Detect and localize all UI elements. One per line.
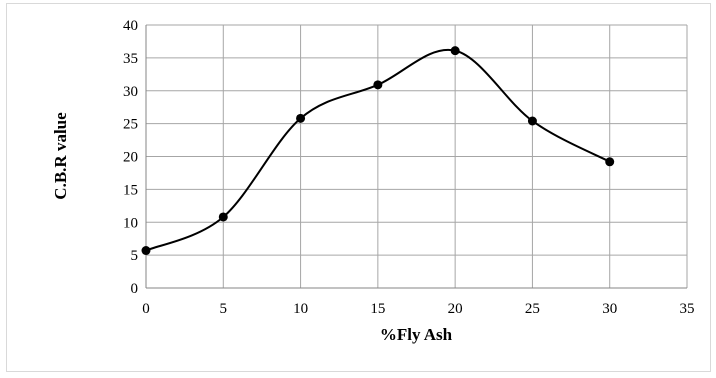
gridlines [145, 24, 688, 289]
y-tick-labels: 0 5 10 15 20 25 30 35 40 [123, 18, 138, 297]
data-point-15 [373, 80, 383, 90]
y-tick-0: 0 [131, 281, 139, 297]
data-point-20 [450, 46, 460, 56]
x-tick-35: 35 [680, 301, 695, 317]
x-tick-20: 20 [448, 301, 463, 317]
axes [145, 25, 687, 289]
data-point-25 [527, 116, 537, 126]
x-tick-25: 25 [525, 301, 540, 317]
y-tick-15: 15 [123, 182, 138, 198]
y-tick-20: 20 [123, 150, 138, 166]
x-axis-title: %Fly Ash [380, 325, 453, 344]
y-axis-title: C.B.R value [51, 112, 70, 200]
x-tick-labels: 0 5 10 15 20 25 30 35 [142, 301, 694, 317]
y-tick-40: 40 [123, 18, 138, 34]
x-tick-5: 5 [220, 301, 228, 317]
series-group [141, 46, 615, 256]
data-point-0 [141, 246, 151, 256]
data-point-30 [605, 157, 615, 167]
x-tick-0: 0 [142, 301, 150, 317]
x-tick-10: 10 [293, 301, 308, 317]
y-tick-5: 5 [131, 248, 139, 264]
chart-frame [6, 3, 711, 372]
y-tick-10: 10 [123, 215, 138, 231]
x-tick-15: 15 [370, 301, 385, 317]
y-tick-25: 25 [123, 117, 138, 133]
y-tick-30: 30 [123, 84, 138, 100]
x-tick-30: 30 [602, 301, 617, 317]
data-point-5 [218, 212, 228, 222]
data-point-10 [296, 113, 306, 123]
y-tick-35: 35 [123, 51, 138, 67]
